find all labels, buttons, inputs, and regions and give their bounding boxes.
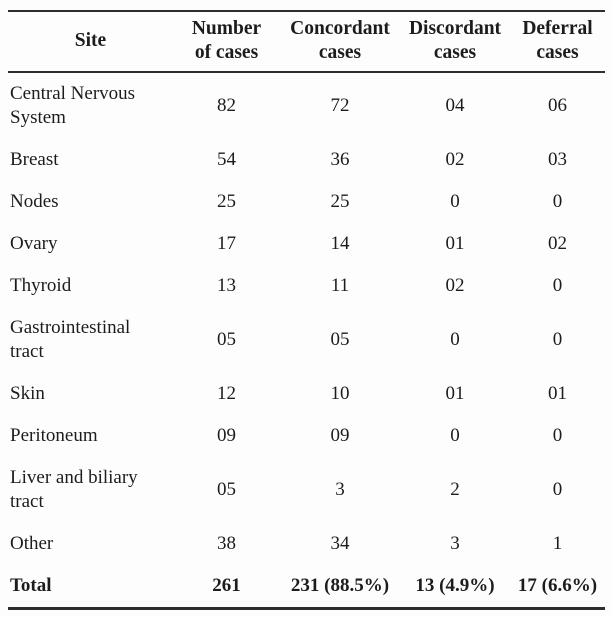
table-row: Skin 12 10 01 01 <box>8 373 605 415</box>
table-row: Other 38 34 3 1 <box>8 523 605 565</box>
concordant-cell: 34 <box>330 533 350 554</box>
site-cell: Thyroid <box>10 275 72 296</box>
discordant-cell: 3 <box>450 533 460 554</box>
total-concordant: 231 (88.5%) <box>290 575 390 596</box>
discordant-cell: 0 <box>450 329 460 350</box>
deferral-cell: 0 <box>552 479 563 500</box>
deferral-cell: 1 <box>552 533 563 554</box>
deferral-cell: 0 <box>552 275 563 296</box>
number-of-cases-cell: 13 <box>217 275 236 296</box>
deferral-cell: 02 <box>548 233 567 254</box>
total-row: Total 261 231 (88.5%) 13 (4.9%) 17 (6.6%… <box>8 565 605 609</box>
total-discordant: 13 (4.9%) <box>415 575 495 596</box>
concordant-cell: 14 <box>330 233 350 254</box>
number-of-cases-cell: 25 <box>217 191 236 212</box>
site-cell: Liver and biliary tract <box>10 467 138 512</box>
table-row: Gastrointestinal tract 05 05 0 0 <box>8 307 605 373</box>
table-row: Thyroid 13 11 02 0 <box>8 265 605 307</box>
deferral-cell: 0 <box>552 329 563 350</box>
site-cell: Other <box>10 533 54 554</box>
discordant-cell: 0 <box>450 191 460 212</box>
number-of-cases-cell: 05 <box>217 479 236 500</box>
table-row: Liver and biliary tract 05 3 2 0 <box>8 457 605 523</box>
discordant-cell: 01 <box>445 233 465 254</box>
site-cell: Breast <box>10 149 59 170</box>
header-site: Site <box>8 11 173 73</box>
table-row: Central Nervous System 82 72 04 06 <box>8 72 605 139</box>
number-of-cases-cell: 54 <box>217 149 236 170</box>
concordant-cell: 36 <box>330 149 350 170</box>
site-cell: Gastrointestinal tract <box>10 317 131 362</box>
site-cell: Skin <box>10 383 45 404</box>
site-cell: Central Nervous System <box>10 83 136 128</box>
table-row: Peritoneum 09 09 0 0 <box>8 415 605 457</box>
site-cell: Peritoneum <box>10 425 98 446</box>
header-concordant-cases: Concordant cases <box>280 11 400 73</box>
site-cell: Ovary <box>10 233 58 254</box>
discordant-cell: 2 <box>450 479 460 500</box>
number-of-cases-cell: 17 <box>217 233 236 254</box>
header-discordant-cases: Discordant cases <box>400 11 510 73</box>
total-label: Total <box>10 575 52 596</box>
total-number-of-cases: 261 <box>212 575 241 596</box>
number-of-cases-cell: 38 <box>217 533 236 554</box>
deferral-cell: 06 <box>548 95 567 116</box>
concordant-cell: 72 <box>330 95 350 116</box>
total-deferral: 17 (6.6%) <box>517 575 598 596</box>
concordant-cell: 10 <box>330 383 350 404</box>
number-of-cases-cell: 09 <box>217 425 236 446</box>
discordant-cell: 04 <box>445 95 465 116</box>
number-of-cases-cell: 05 <box>217 329 236 350</box>
discordant-cell: 01 <box>445 383 465 404</box>
discordant-cell: 0 <box>450 425 460 446</box>
site-cell: Nodes <box>10 191 59 212</box>
table-row: Breast 54 36 02 03 <box>8 139 605 181</box>
number-of-cases-cell: 82 <box>217 95 236 116</box>
concordant-cell: 09 <box>330 425 350 446</box>
number-of-cases-cell: 12 <box>217 383 236 404</box>
deferral-cell: 0 <box>552 191 563 212</box>
deferral-cell: 0 <box>552 425 563 446</box>
discordant-cell: 02 <box>445 275 465 296</box>
table-header: Site Number of cases Concordant cases Di… <box>8 11 605 73</box>
discordant-cell: 02 <box>445 149 465 170</box>
table-row: Nodes 25 25 0 0 <box>8 181 605 223</box>
header-deferral-cases: Deferral cases <box>510 11 605 73</box>
concordant-cell: 3 <box>335 479 345 500</box>
concordant-cell: 05 <box>330 329 350 350</box>
deferral-cell: 03 <box>548 149 567 170</box>
deferral-cell: 01 <box>548 383 567 404</box>
header-row: Site Number of cases Concordant cases Di… <box>8 11 605 73</box>
concordant-cell: 25 <box>330 191 350 212</box>
table-body: Central Nervous System 82 72 04 06 Breas… <box>8 72 605 609</box>
table-row: Ovary 17 14 01 02 <box>8 223 605 265</box>
concordant-cell: 11 <box>330 275 350 296</box>
header-number-of-cases: Number of cases <box>173 11 280 73</box>
cases-by-site-table: Site Number of cases Concordant cases Di… <box>8 10 605 610</box>
